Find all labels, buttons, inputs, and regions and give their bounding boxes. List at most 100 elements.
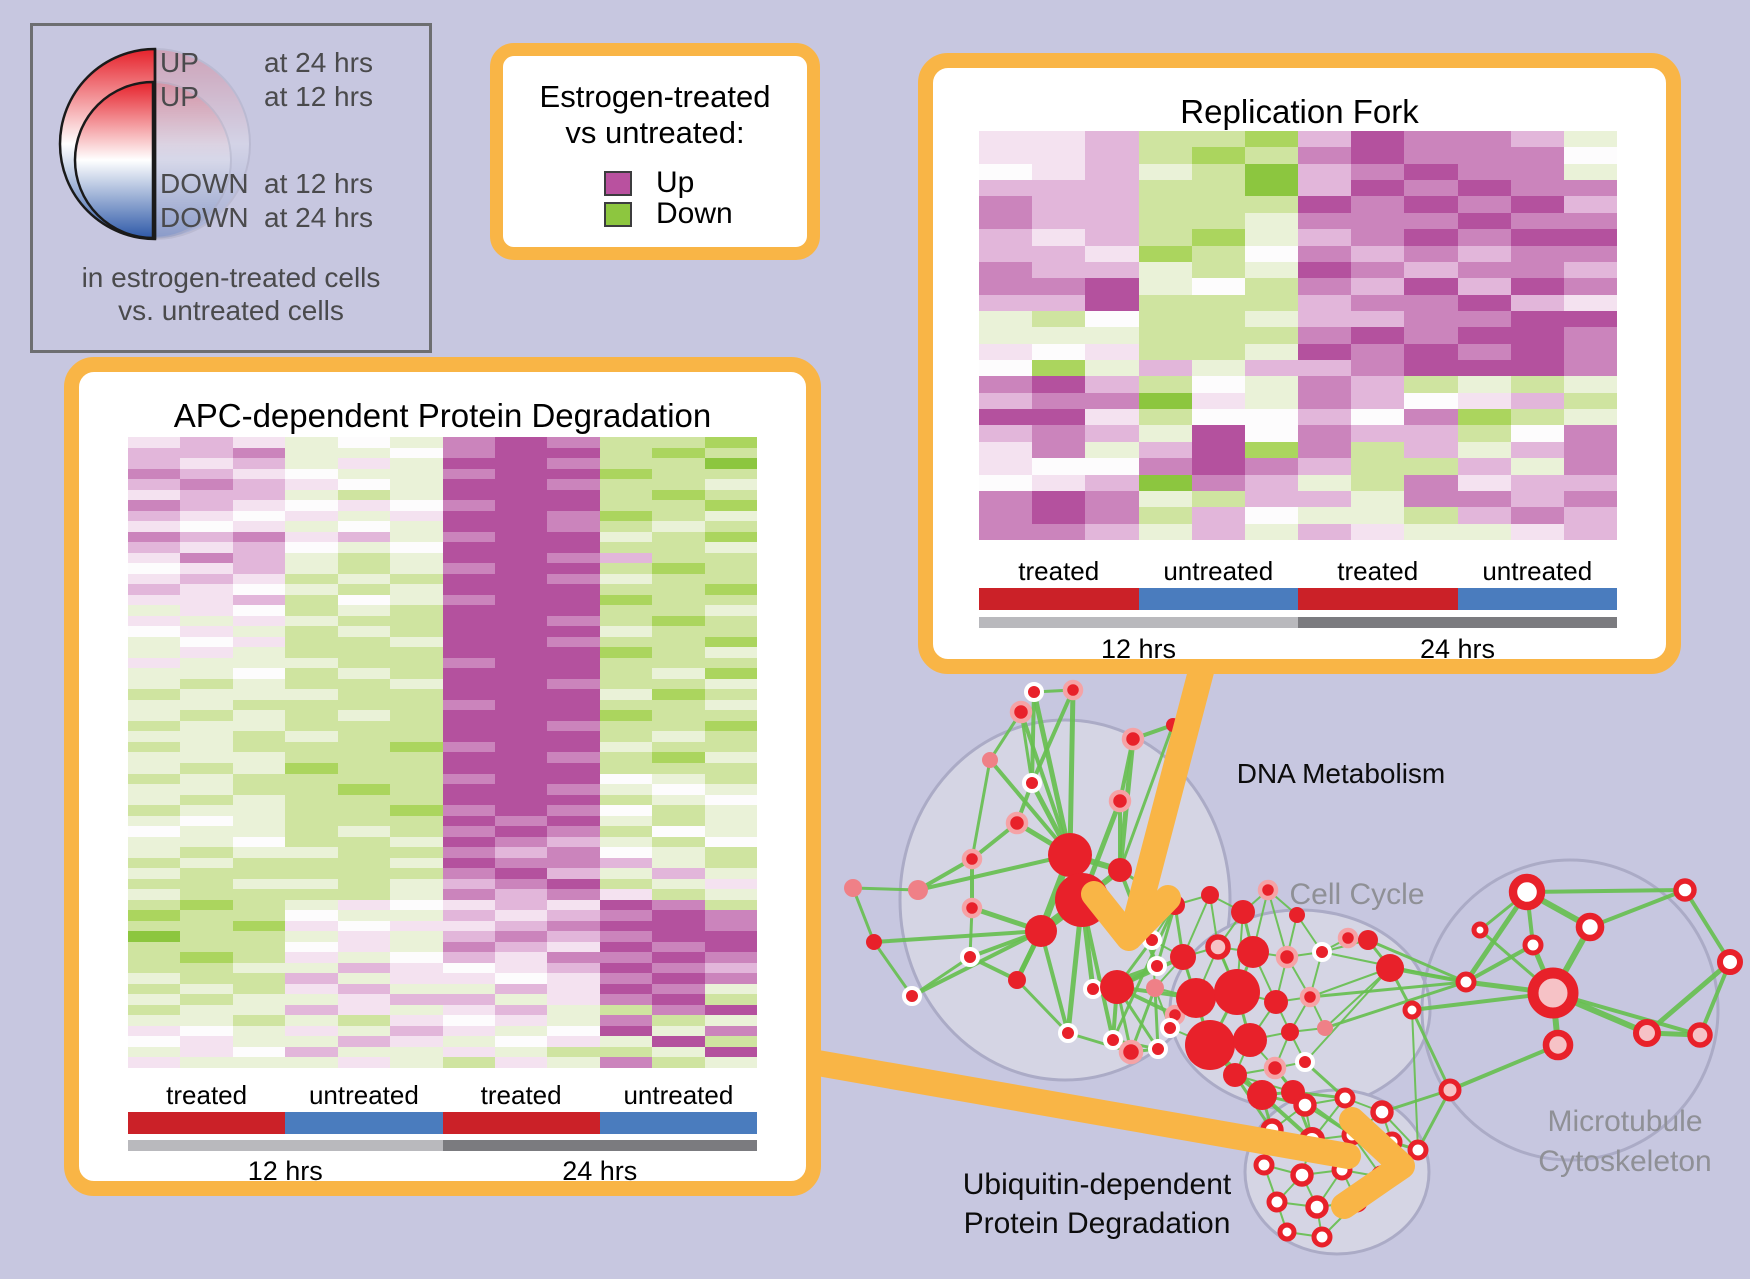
gene-node	[961, 848, 983, 870]
down-color-swatch	[604, 201, 632, 227]
rf-label-24hrs: 24 hrs	[1419, 634, 1496, 664]
updown-word-down-24: DOWN	[160, 202, 249, 233]
updown-time-down-12: at 12 hrs	[264, 168, 373, 199]
gene-node	[1305, 1195, 1329, 1219]
gene-node	[1370, 1100, 1394, 1124]
gene-node	[1100, 970, 1134, 1004]
gene-node	[1083, 979, 1103, 999]
gene-node	[1289, 907, 1305, 923]
gene-node	[1176, 978, 1216, 1018]
gene-node	[1317, 1020, 1333, 1036]
gene-node	[1334, 1087, 1356, 1109]
rf-label-treated-12: treated	[1018, 556, 1100, 586]
gene-node	[1214, 969, 1260, 1015]
updown-footer-line2: vs. untreated cells	[118, 295, 344, 326]
apc-time-labels: 12 hrs 24 hrs	[128, 1156, 757, 1187]
gene-node	[1527, 967, 1579, 1019]
gene-node	[1266, 1191, 1288, 1213]
updown-legend-box	[30, 23, 432, 353]
gene-node	[1024, 682, 1044, 702]
gene-node	[1009, 700, 1033, 724]
cluster-label-ubiquitin-line2: Protein Degradation	[963, 1207, 1231, 1240]
gene-node	[1108, 858, 1132, 882]
apc-label-untreated-24: untreated	[623, 1080, 734, 1110]
gene-node	[908, 880, 928, 900]
updown-word-up-12: UP	[160, 81, 199, 112]
gene-node	[1312, 942, 1332, 962]
gene-node	[1471, 921, 1489, 939]
arrowhead-apc-to-ubiquitin	[1331, 1107, 1415, 1219]
estrogen-legend-line2: vs untreated:	[565, 115, 745, 150]
gene-node	[1542, 1029, 1574, 1061]
rf-time-labels: 12 hrs 24 hrs	[979, 634, 1617, 665]
gene-node	[1223, 1063, 1247, 1087]
gene-node	[1277, 1222, 1297, 1242]
replication-fork-title: Replication Fork	[1180, 93, 1419, 130]
gene-node	[1281, 1023, 1299, 1041]
gene-node	[1293, 1093, 1317, 1117]
arrow-apc-to-ubiquitin	[799, 1049, 1361, 1169]
gene-node	[1253, 1154, 1275, 1176]
gene-node	[1148, 1039, 1168, 1059]
gene-node	[961, 897, 983, 919]
updown-gradient-circles-icon	[58, 47, 251, 241]
rf-condition-colorbar	[979, 588, 1617, 610]
apc-condition-colorbar	[128, 1112, 757, 1134]
gene-node	[1005, 811, 1029, 835]
gene-node	[1147, 956, 1167, 976]
gene-node	[1008, 971, 1026, 989]
legend-item-down: Down	[604, 197, 733, 231]
gene-node	[1311, 1226, 1333, 1248]
gene-node	[844, 879, 862, 897]
gene-node	[1062, 679, 1084, 701]
gene-node	[1522, 934, 1544, 956]
apc-panel-title: APC-dependent Protein Degradation	[173, 397, 712, 434]
gene-node	[1121, 727, 1145, 751]
gene-node	[1632, 1018, 1662, 1048]
apc-label-untreated-12: untreated	[308, 1080, 419, 1110]
gene-node	[1108, 789, 1132, 813]
rf-time-colorbar	[979, 617, 1617, 628]
updown-time-down-24: at 24 hrs	[264, 202, 373, 233]
gene-node	[1455, 971, 1477, 993]
updown-time-12: at 12 hrs	[264, 81, 373, 112]
rf-label-untreated-24: untreated	[1482, 556, 1593, 586]
gene-node	[1438, 1078, 1462, 1102]
gene-node	[1022, 773, 1042, 793]
gene-node	[1103, 1030, 1123, 1050]
gene-node	[1275, 945, 1299, 969]
up-label: Up	[656, 166, 695, 199]
gene-node	[1233, 1023, 1267, 1057]
gene-node	[960, 947, 980, 967]
updown-time-24: at 24 hrs	[264, 47, 373, 78]
gene-node	[1290, 1163, 1314, 1187]
rf-condition-labels: treated untreated treated untreated	[979, 556, 1617, 587]
gene-node	[866, 934, 882, 950]
gene-node	[1025, 915, 1057, 947]
cluster-label-dna-metabolism: DNA Metabolism	[1236, 758, 1446, 789]
down-label: Down	[656, 197, 733, 230]
apc-condition-labels: treated untreated treated untreated	[128, 1080, 757, 1111]
gene-node	[1205, 934, 1231, 960]
apc-label-treated-24: treated	[480, 1080, 562, 1110]
gene-node	[1358, 930, 1378, 950]
gene-node	[1407, 1139, 1429, 1161]
apc-label-treated-12: treated	[166, 1080, 248, 1110]
gene-node	[982, 752, 998, 768]
apc-label-24hrs: 24 hrs	[562, 1156, 638, 1186]
apc-heatmap	[128, 437, 757, 1068]
gene-node	[1717, 949, 1743, 975]
gene-node	[1687, 1022, 1713, 1048]
arrowhead-rf-to-dna	[1081, 881, 1181, 951]
replication-fork-heatmap	[979, 131, 1617, 540]
cluster-label-cell-cycle: Cell Cycle	[1289, 878, 1425, 911]
legend-item-up: Up	[604, 166, 694, 200]
updown-footer-line1: in estrogen-treated cells	[81, 262, 381, 293]
rf-label-untreated-12: untreated	[1163, 556, 1274, 586]
gene-node	[1299, 986, 1321, 1008]
apc-time-colorbar	[128, 1140, 757, 1151]
gene-node	[1058, 1023, 1078, 1043]
cluster-label-microtubule-line2: Cytoskeleton	[1538, 1145, 1712, 1178]
gene-node	[1508, 873, 1546, 911]
